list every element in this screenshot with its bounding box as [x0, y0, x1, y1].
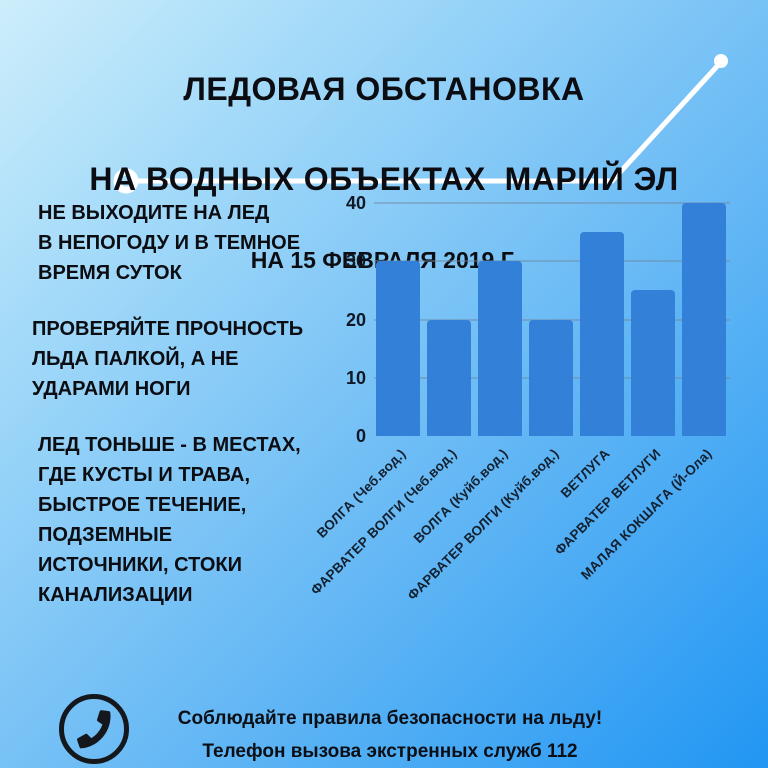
page-title-line-1: ЛЕДОВАЯ ОБСТАНОВКА: [183, 71, 585, 107]
chart-plot: 0 10 20 30 40 ВОЛГА (Чеб.вод.) ФАРВАТЕР ВОЛГИ …: [308, 193, 730, 603]
safety-tip-3: ЛЕД ТОНЬШЕ - В МЕСТАХ, ГДЕ КУСТЫ И ТРАВА…: [38, 434, 301, 606]
phone-icon: [77, 710, 111, 749]
bar-3: [478, 261, 522, 436]
y-axis-tick-label: 0: [355, 426, 366, 446]
bar-2: [427, 319, 471, 436]
y-axis-tick-label: 30: [345, 251, 366, 272]
footer-note-line-2: Телефон вызова экстренных служб 112: [202, 741, 578, 762]
phone-icon-circle: [59, 694, 129, 764]
safety-tips-list: НЕ ВЫХОДИТЕ НА ЛЕД В НЕПОГОДУ И В ТЕМНОЕ…: [32, 198, 334, 636]
bar-4: [529, 319, 573, 436]
safety-tip-2: ПРОВЕРЯЙТЕ ПРОЧНОСТЬ ЛЬДА ПАЛКОЙ, А НЕ У…: [32, 318, 304, 400]
page-title-line-2: НА ВОДНЫХ ОБЪЕКТАХ МАРИЙ ЭЛ: [89, 161, 679, 197]
bar-7: [682, 203, 726, 436]
y-axis-tick-label: 20: [345, 309, 366, 330]
safety-tip-1: НЕ ВЫХОДИТЕ НА ЛЕД В НЕПОГОДУ И В ТЕМНОЕ…: [38, 202, 301, 284]
page-subtitle-date: НА 15 ФЕВРАЛЯ 2019 Г.: [250, 247, 518, 273]
bar-5: [580, 232, 624, 436]
ice-thickness-bar-chart: 0 10 20 30 40 ВОЛГА (Чеб.вод.) ФАРВАТЕР ВОЛГИ …: [308, 193, 744, 603]
gridline-30: [374, 260, 730, 263]
bar-1: [376, 261, 420, 436]
footer-note: Соблюдайте правила безопасности на льду!…: [130, 702, 650, 768]
bar-6: [631, 290, 675, 436]
footer-note-line-1: Соблюдайте правила безопасности на льду!: [177, 708, 603, 729]
gridline-40: [374, 202, 730, 204]
y-axis-tick-label: 40: [345, 193, 366, 213]
header: ЛЕДОВАЯ ОБСТАНОВКА НА ВОДНЫХ ОБЪЕКТАХ МА…: [0, 26, 768, 314]
y-axis-tick-label: 10: [345, 367, 366, 388]
